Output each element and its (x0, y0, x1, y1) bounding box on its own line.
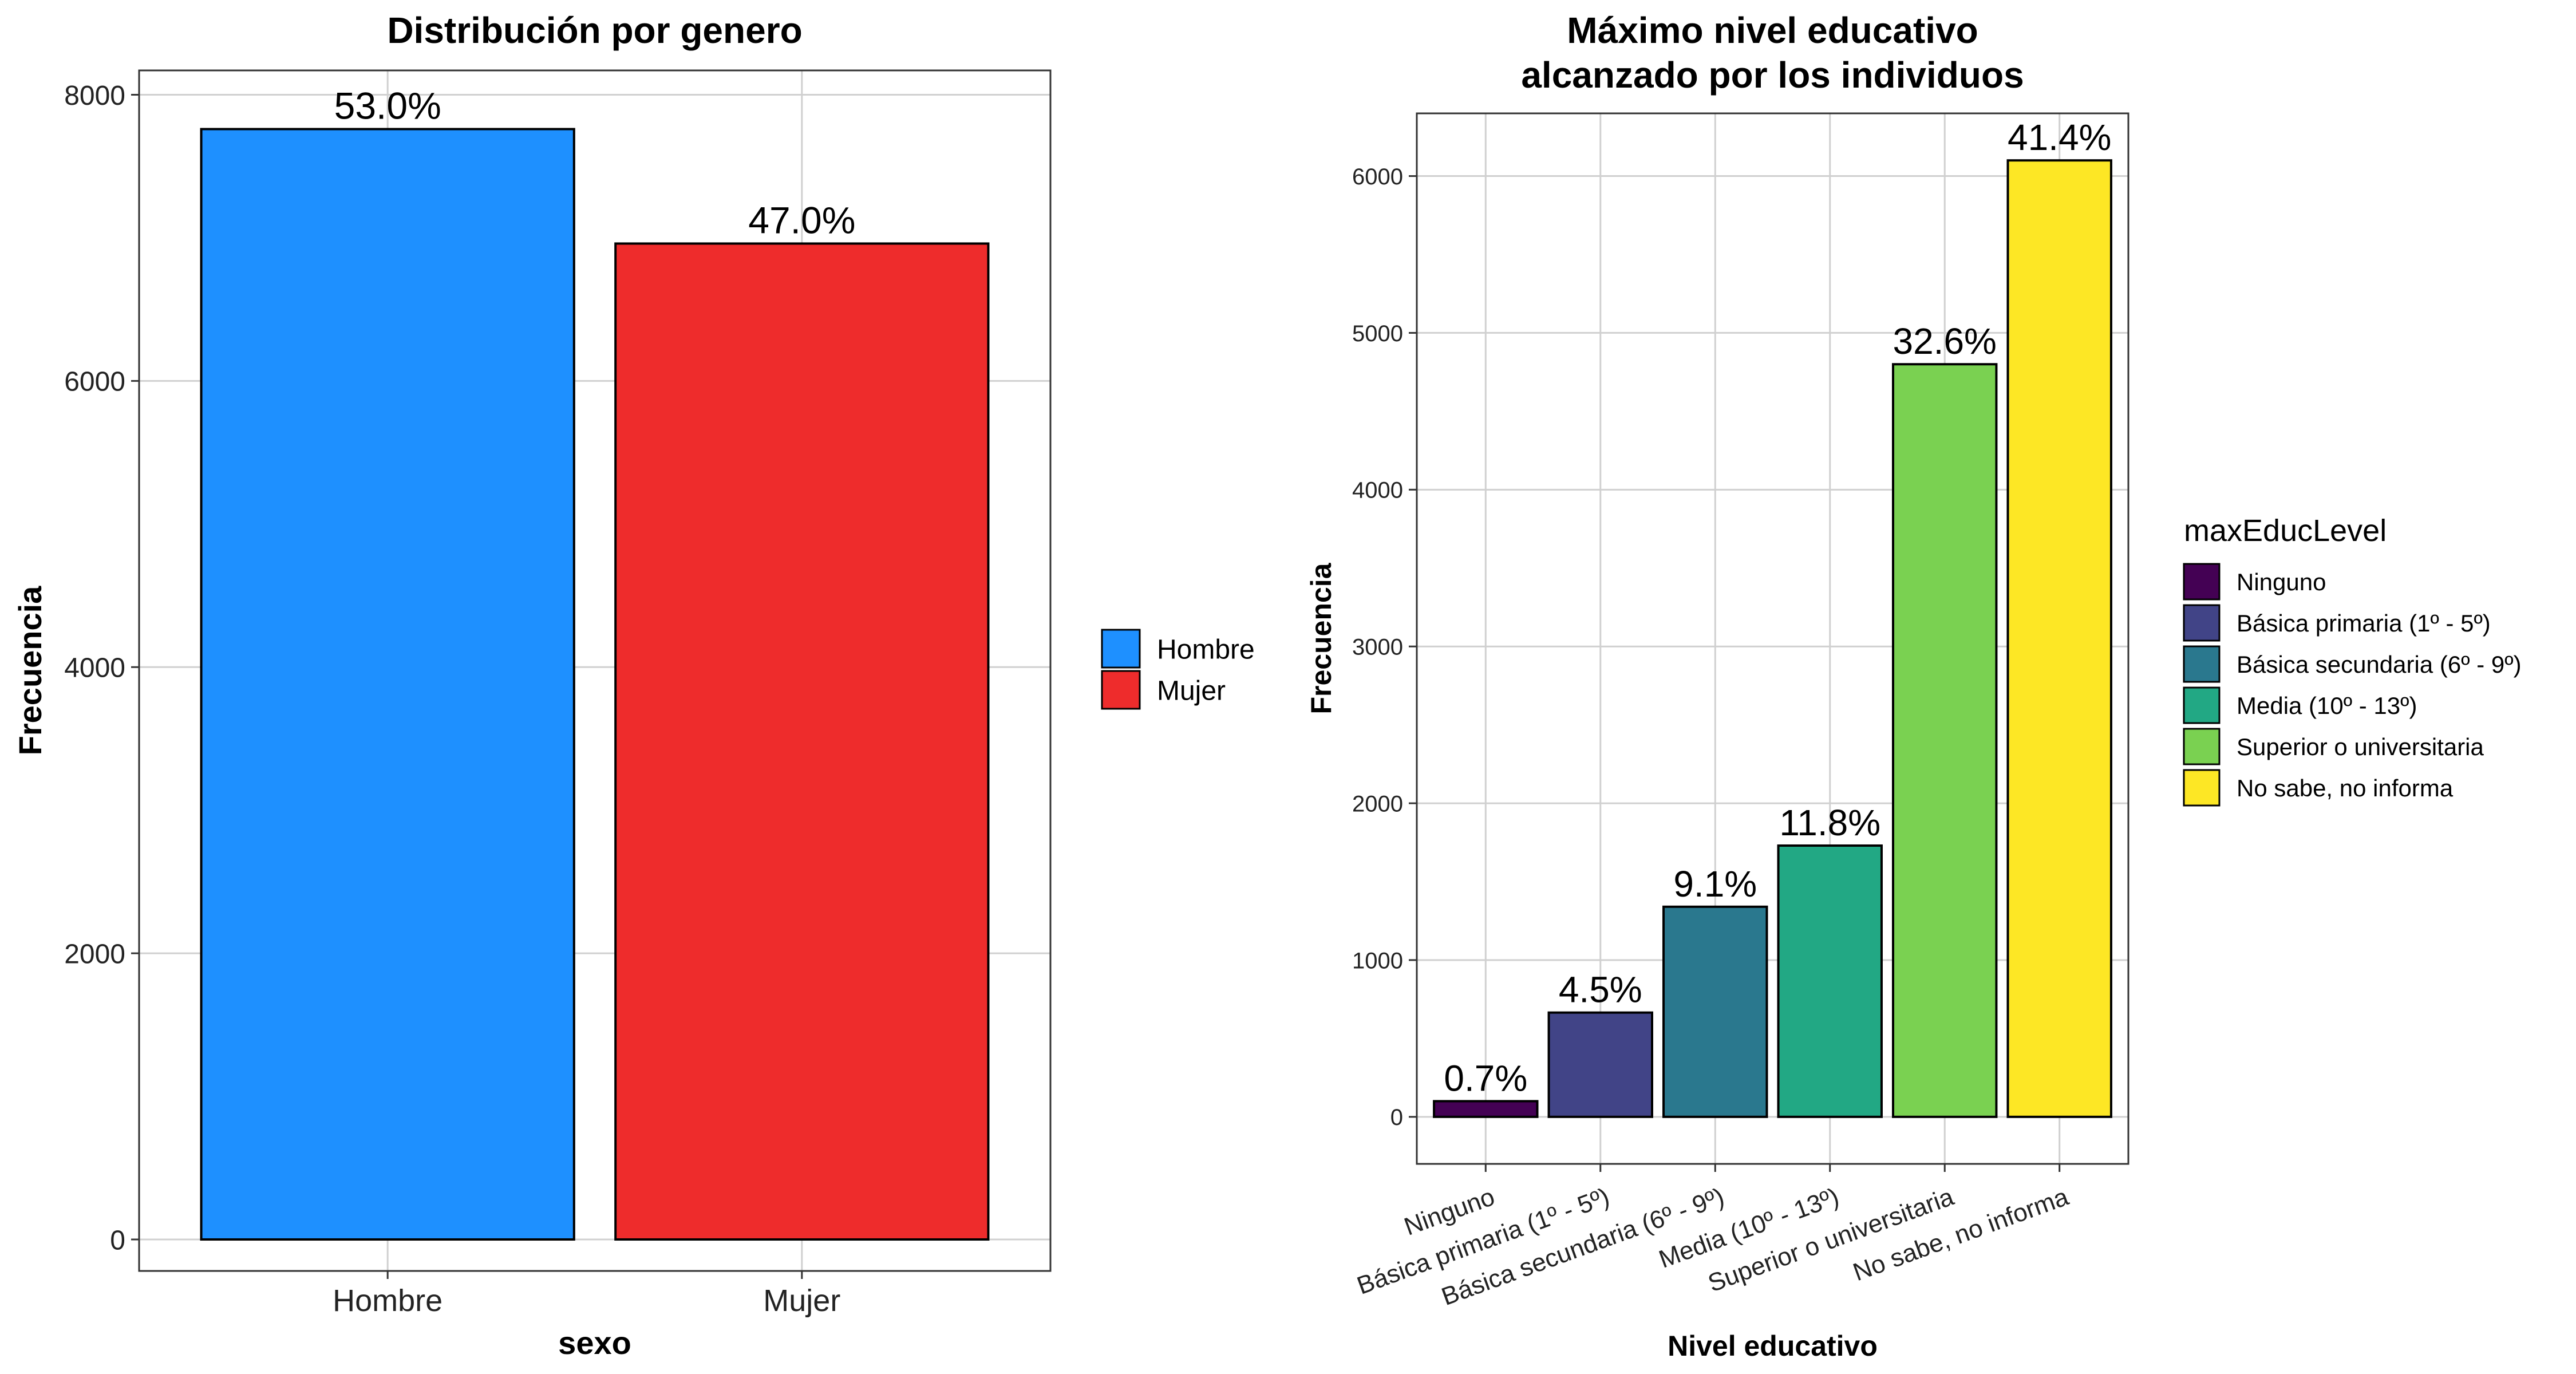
legend-swatch (2183, 563, 2221, 601)
data-label: 32.6% (1893, 321, 1996, 362)
y-tick-label: 0 (1390, 1105, 1403, 1130)
legend-swatch (2183, 686, 2221, 724)
data-label: 53.0% (334, 84, 441, 127)
y-tick-label: 5000 (1352, 321, 1403, 346)
y-tick-label: 4000 (64, 653, 125, 684)
y-tick-label: 1000 (1352, 948, 1403, 973)
data-label: 47.0% (748, 199, 855, 241)
bar-1 (1433, 1100, 1539, 1118)
chart-title: Distribución por genero (387, 10, 802, 51)
legend-swatch (2183, 645, 2221, 683)
legend: Hombre Mujer (1101, 629, 1255, 710)
x-tick-label: Hombre (333, 1284, 442, 1318)
y-tick-label: 6000 (1352, 164, 1403, 189)
bar-3 (1662, 905, 1768, 1118)
chart-title: alcanzado por los individuos (1521, 54, 2024, 96)
legend-swatch (2183, 769, 2221, 807)
bar-4 (1777, 844, 1883, 1118)
bar-5 (1892, 363, 1998, 1118)
y-axis-title: Frecuencia (12, 586, 48, 756)
plot-border (138, 69, 1052, 1272)
y-tick-label: 2000 (64, 939, 125, 969)
legend-swatch (2183, 604, 2221, 642)
y-tick-label: 0 (110, 1225, 125, 1255)
bar-2 (1547, 1011, 1653, 1118)
data-label: 9.1% (1673, 863, 1757, 905)
legend: maxEducLevel Ninguno Básica primaria (1º -… (2183, 514, 2522, 807)
legend-label: Media (10º - 13º) (2237, 692, 2417, 719)
legend-swatch (1101, 629, 1141, 669)
y-tick-label: 6000 (64, 367, 125, 397)
legend-title: maxEducLevel (2184, 514, 2387, 548)
plot-border (1416, 112, 2129, 1165)
y-tick-label: 4000 (1352, 478, 1403, 503)
data-label: 41.4% (2008, 117, 2111, 158)
x-axis-title: sexo (558, 1325, 631, 1361)
x-tick-label: Mujer (763, 1284, 840, 1318)
x-axis-title: Nivel educativo (1668, 1330, 1878, 1362)
legend-label: No sabe, no informa (2237, 775, 2453, 802)
y-tick-label: 3000 (1352, 635, 1403, 660)
bar-1 (200, 128, 575, 1241)
legend-label: Básica primaria (1º - 5º) (2237, 610, 2491, 637)
y-tick-label: 2000 (1352, 791, 1403, 816)
legend-label: Ninguno (2237, 568, 2326, 595)
data-label: 4.5% (1559, 969, 1642, 1010)
chart-1: 53.0% 47.0% 0 2000 4000 6000 8000 Hombre Mujer Di… (12, 10, 1255, 1361)
y-axis-title: Frecuencia (1305, 562, 1337, 714)
legend-label: Mujer (1157, 676, 1226, 706)
legend-label: Superior o universitaria (2237, 733, 2484, 760)
legend-label: Hombre (1157, 634, 1255, 665)
chart-title: Máximo nivel educativo (1567, 10, 1978, 51)
chart-2: 0.7% 4.5% 9.1% 11.8% 32.6% 41.4% 0 1000 2000 3000… (1305, 10, 2522, 1362)
y-tick-label: 8000 (64, 81, 125, 111)
data-label: 0.7% (1444, 1057, 1527, 1099)
legend-swatch (1101, 670, 1141, 710)
data-label: 11.8% (1779, 802, 1880, 843)
bar-6 (2006, 159, 2112, 1118)
bar-2 (614, 242, 990, 1241)
legend-swatch (2183, 728, 2221, 765)
legend-label: Básica secundaria (6º - 9º) (2237, 651, 2522, 678)
